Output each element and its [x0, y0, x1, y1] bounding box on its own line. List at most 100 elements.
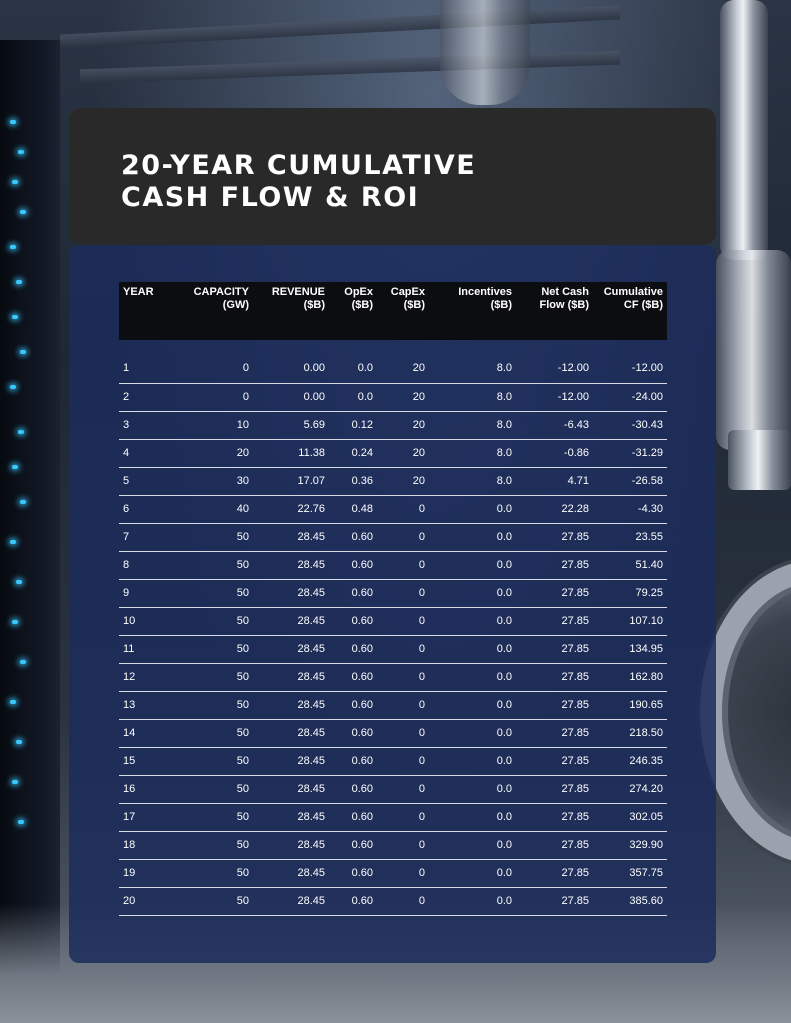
table-cell-capex: 0	[418, 699, 425, 711]
column-header-capex-line-1: CapEx	[390, 286, 425, 298]
table-cell-opex: 0.0	[357, 362, 373, 375]
column-header-incentives: Incentives ($B)	[429, 282, 516, 340]
table-cell-capacity: 50	[236, 839, 249, 851]
table-cell-opex: 0.60	[351, 671, 373, 683]
table-cell-capacity: 0	[242, 391, 249, 403]
table-row: 11 50 28.45 0.60 0 0.0 27.85 134.95	[119, 635, 667, 663]
table-cell-opex: 0.60	[351, 699, 373, 711]
table-cell-revenue: 28.45	[297, 671, 325, 683]
table-cell-incentives: 0.0	[496, 783, 512, 795]
table-cell-opex: 0.60	[351, 895, 373, 907]
table-cell-opex: 0.60	[351, 559, 373, 571]
column-header-capex: CapEx ($B)	[377, 282, 429, 340]
table-cell-net-cash-flow: 4.71	[567, 475, 589, 487]
table-row: 1 0 0.00 0.0 20 8.0 -12.00 -12.00	[119, 340, 667, 383]
table-cell-capex: 0	[418, 895, 425, 907]
table-cell-year: 10	[123, 615, 136, 627]
table-cell-revenue: 0.00	[303, 362, 325, 375]
table-cell-incentives: 8.0	[496, 419, 512, 431]
table-cell-capex: 20	[412, 419, 425, 431]
column-header-cumulative-cf: Cumulative CF ($B)	[593, 282, 667, 340]
table-cell-year: 17	[123, 811, 136, 823]
table-cell-cumulative-cf: -30.43	[631, 419, 663, 431]
table-cell-opex: 0.0	[357, 391, 373, 403]
table-cell-cumulative-cf: 134.95	[629, 643, 663, 655]
table-cell-incentives: 0.0	[496, 503, 512, 515]
table-cell-opex: 0.60	[351, 587, 373, 599]
table-body: 1 0 0.00 0.0 20 8.0 -12.00 -12.00 2 0 0.00 0.0 20 8.0…	[119, 340, 667, 915]
table-cell-net-cash-flow: 27.85	[561, 811, 589, 823]
table-cell-year: 11	[123, 643, 135, 655]
table-row: 13 50 28.45 0.60 0 0.0 27.85 190.65	[119, 691, 667, 719]
table-cell-incentives: 0.0	[496, 587, 512, 599]
table-cell-net-cash-flow: 27.85	[561, 615, 589, 627]
table-cell-opex: 0.60	[351, 531, 373, 543]
page-title-line-2: CASH FLOW & ROI	[121, 182, 420, 213]
table-cell-capacity: 50	[236, 559, 249, 571]
table-cell-capex: 0	[418, 615, 425, 627]
table-cell-net-cash-flow: 27.85	[561, 727, 589, 739]
table-row: 20 50 28.45 0.60 0 0.0 27.85 385.60	[119, 887, 667, 915]
column-header-cumulative-cf-line-1: Cumulative	[603, 286, 663, 298]
table-cell-cumulative-cf: 23.55	[635, 531, 663, 543]
table-cell-incentives: 8.0	[496, 447, 512, 459]
table-cell-incentives: 0.0	[496, 895, 512, 907]
table-cell-opex: 0.60	[351, 643, 373, 655]
table-cell-revenue: 28.45	[297, 699, 325, 711]
table-cell-revenue: 28.45	[297, 643, 325, 655]
table-cell-revenue: 28.45	[297, 531, 325, 543]
table-row: 2 0 0.00 0.0 20 8.0 -12.00 -24.00	[119, 383, 667, 411]
pipe	[716, 250, 791, 450]
table-cell-net-cash-flow: 27.85	[561, 755, 589, 767]
pipe	[440, 0, 530, 105]
table-cell-capacity: 50	[236, 727, 249, 739]
table-cell-revenue: 28.45	[297, 839, 325, 851]
table-row: 12 50 28.45 0.60 0 0.0 27.85 162.80	[119, 663, 667, 691]
table-cell-opex: 0.60	[351, 839, 373, 851]
table-cell-year: 18	[123, 839, 136, 851]
column-header-capacity-line-2: (GW)	[222, 299, 249, 311]
table-row: 18 50 28.45 0.60 0 0.0 27.85 329.90	[119, 831, 667, 859]
table-cell-cumulative-cf: 302.05	[629, 811, 663, 823]
table-cell-opex: 0.60	[351, 811, 373, 823]
table-cell-year: 6	[123, 503, 130, 515]
table-cell-capex: 0	[418, 531, 425, 543]
table-cell-net-cash-flow: -12.00	[557, 391, 589, 403]
table-cell-capex: 0	[418, 559, 425, 571]
table-cell-net-cash-flow: 27.85	[561, 867, 589, 879]
table-cell-net-cash-flow: 22.28	[561, 503, 589, 515]
table-cell-net-cash-flow: 27.85	[561, 783, 589, 795]
valve-body	[728, 430, 791, 490]
table-cell-incentives: 0.0	[496, 811, 512, 823]
table-cell-capex: 0	[418, 783, 425, 795]
table-cell-year: 13	[123, 699, 136, 711]
table-cell-incentives: 0.0	[496, 671, 512, 683]
table-cell-opex: 0.36	[351, 475, 373, 487]
table-cell-net-cash-flow: 27.85	[561, 699, 589, 711]
table-cell-capacity: 20	[236, 447, 249, 459]
table-cell-year: 7	[123, 531, 130, 543]
table-row: 15 50 28.45 0.60 0 0.0 27.85 246.35	[119, 747, 667, 775]
table-cell-revenue: 17.07	[297, 475, 325, 487]
table-cell-capex: 0	[418, 671, 425, 683]
table-cell-capacity: 50	[236, 615, 249, 627]
table-cell-revenue: 28.45	[297, 559, 325, 571]
table-row: 4 20 11.38 0.24 20 8.0 -0.86 -31.29	[119, 439, 667, 467]
table-cell-capex: 0	[418, 587, 425, 599]
table-cell-capacity: 50	[236, 643, 249, 655]
table-cell-year: 5	[123, 475, 130, 487]
table-cell-cumulative-cf: -31.29	[631, 447, 663, 459]
table-cell-net-cash-flow: 27.85	[561, 587, 589, 599]
table-cell-cumulative-cf: 357.75	[629, 867, 663, 879]
table-cell-capacity: 40	[236, 503, 249, 515]
column-header-capacity-line-1: CAPACITY	[193, 286, 249, 298]
table-cell-opex: 0.12	[351, 419, 373, 431]
table-row: 16 50 28.45 0.60 0 0.0 27.85 274.20	[119, 775, 667, 803]
table-cell-incentives: 8.0	[496, 475, 512, 487]
table-cell-incentives: 8.0	[496, 362, 512, 375]
table-cell-incentives: 0.0	[496, 727, 512, 739]
table-cell-cumulative-cf: 190.65	[629, 699, 663, 711]
table-cell-net-cash-flow: 27.85	[561, 559, 589, 571]
table-row: 10 50 28.45 0.60 0 0.0 27.85 107.10	[119, 607, 667, 635]
table-cell-capacity: 50	[236, 671, 249, 683]
